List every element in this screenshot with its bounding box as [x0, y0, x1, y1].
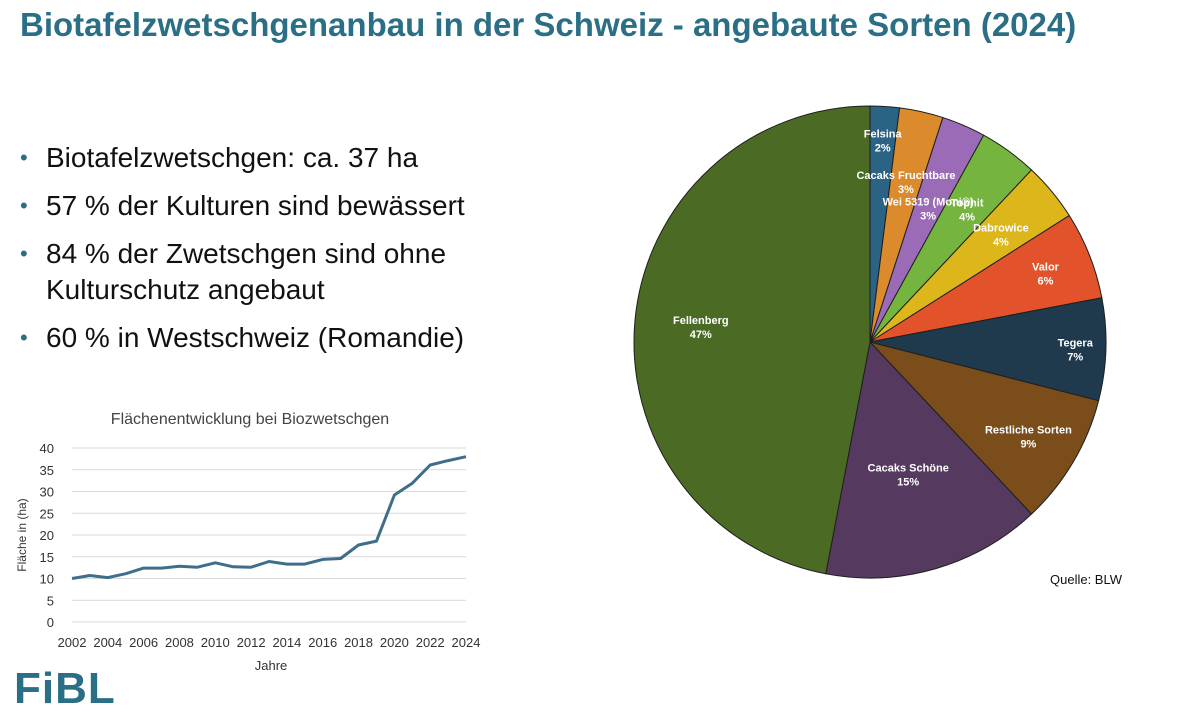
y-tick-label: 5 — [47, 593, 54, 608]
y-tick-label: 20 — [40, 528, 54, 543]
pie-slice — [869, 297, 1107, 402]
line-series — [71, 455, 467, 580]
x-tick-label: 2012 — [237, 635, 266, 650]
line-chart-y-ticks: 0 5 10 15 20 25 30 35 40 — [40, 441, 54, 630]
x-tick-label: 2022 — [416, 635, 445, 650]
fibl-logo: FiBL — [14, 664, 116, 713]
y-tick-label: 25 — [40, 506, 54, 521]
y-tick-label: 10 — [40, 572, 54, 587]
x-tick-label: 2004 — [93, 635, 122, 650]
pie-slice-percent: 3% — [920, 211, 936, 223]
source-note: Quelle: BLW — [1050, 572, 1123, 587]
pie-slices — [633, 105, 1107, 579]
bullet-dot-icon: • — [20, 325, 28, 350]
y-tick-label: 0 — [47, 615, 54, 630]
pie-slice-label: Valor — [1032, 262, 1060, 274]
pie-slice-label: Tegera — [1058, 337, 1094, 349]
pie-slice-label: Felsina — [864, 128, 903, 140]
pie-slice-percent: 4% — [993, 237, 1009, 249]
x-tick-label: 2016 — [308, 635, 337, 650]
bullet-dot-icon: • — [20, 241, 28, 266]
slide-title: Biotafelzwetschgenanbau in der Schweiz -… — [20, 6, 1077, 43]
pie-slice-percent: 4% — [959, 211, 975, 223]
pie-slice-percent: 3% — [898, 184, 914, 196]
line-chart-title: Flächenentwicklung bei Biozwetschgen — [111, 411, 389, 428]
pie-slice — [825, 340, 1033, 579]
bullet-text: 60 % in Westschweiz (Romandie) — [46, 322, 465, 353]
pie-slice-percent: 9% — [1020, 439, 1036, 451]
bullet-list: • Biotafelzwetschgen: ca. 37 ha • 57 % der… — [18, 140, 578, 368]
bullet-text: 84 % der Zwetschgen sind ohne Kulturschu… — [46, 238, 447, 305]
pie-slice — [868, 341, 1100, 515]
y-tick-label: 30 — [40, 485, 54, 500]
y-axis-label: Fläche in (ha) — [15, 498, 29, 571]
x-tick-label: 2024 — [452, 635, 481, 650]
area-line-chart: Flächenentwicklung bei Biozwetschgen 0 5 1… — [15, 411, 481, 673]
line-chart-grid — [72, 447, 466, 623]
x-tick-label: 2010 — [201, 635, 230, 650]
pie-slice-label: Wei 5319 (Moni®) — [883, 197, 974, 209]
x-axis-label: Jahre — [255, 658, 288, 673]
bullet-item: • 60 % in Westschweiz (Romandie) — [18, 320, 578, 356]
y-tick-label: 15 — [40, 550, 54, 565]
pie-slice-label: Restliche Sorten — [985, 425, 1072, 437]
pie-slice — [633, 105, 871, 575]
pie-slice-label: Cacaks Schöne — [868, 462, 949, 474]
y-tick-label: 35 — [40, 463, 54, 478]
bullet-dot-icon: • — [20, 145, 28, 170]
x-tick-label: 2002 — [58, 635, 87, 650]
y-tick-label: 40 — [40, 441, 54, 456]
pie-slice-percent: 6% — [1038, 276, 1054, 288]
pie-slice-percent: 2% — [875, 142, 891, 154]
pie-slice-percent: 47% — [690, 329, 712, 341]
bullet-text: 57 % der Kulturen sind bewässert — [46, 190, 465, 221]
line-chart-x-ticks: 2002 2004 2006 2008 2010 2012 2014 2016 2018 2020… — [58, 635, 481, 650]
pie-slice-percent: 15% — [897, 476, 919, 488]
pie-slice-label: Tophit — [951, 197, 984, 209]
bullet-text: Biotafelzwetschgen: ca. 37 ha — [46, 142, 419, 173]
pie-slice-label: Dabrowice — [973, 223, 1029, 235]
pie-slice-label: Cacaks Fruchtbare — [856, 170, 955, 182]
bullet-item: • Biotafelzwetschgen: ca. 37 ha — [18, 140, 578, 176]
pie-slice-percent: 7% — [1067, 351, 1083, 363]
x-tick-label: 2014 — [272, 635, 301, 650]
x-tick-label: 2020 — [380, 635, 409, 650]
x-tick-label: 2018 — [344, 635, 373, 650]
bullet-dot-icon: • — [20, 193, 28, 218]
pie-slice-label: Fellenberg — [673, 315, 729, 327]
x-tick-label: 2006 — [129, 635, 158, 650]
bullet-item: • 84 % der Zwetschgen sind ohne Kultursch… — [18, 236, 496, 308]
bullet-item: • 57 % der Kulturen sind bewässert — [18, 188, 578, 224]
x-tick-label: 2008 — [165, 635, 194, 650]
